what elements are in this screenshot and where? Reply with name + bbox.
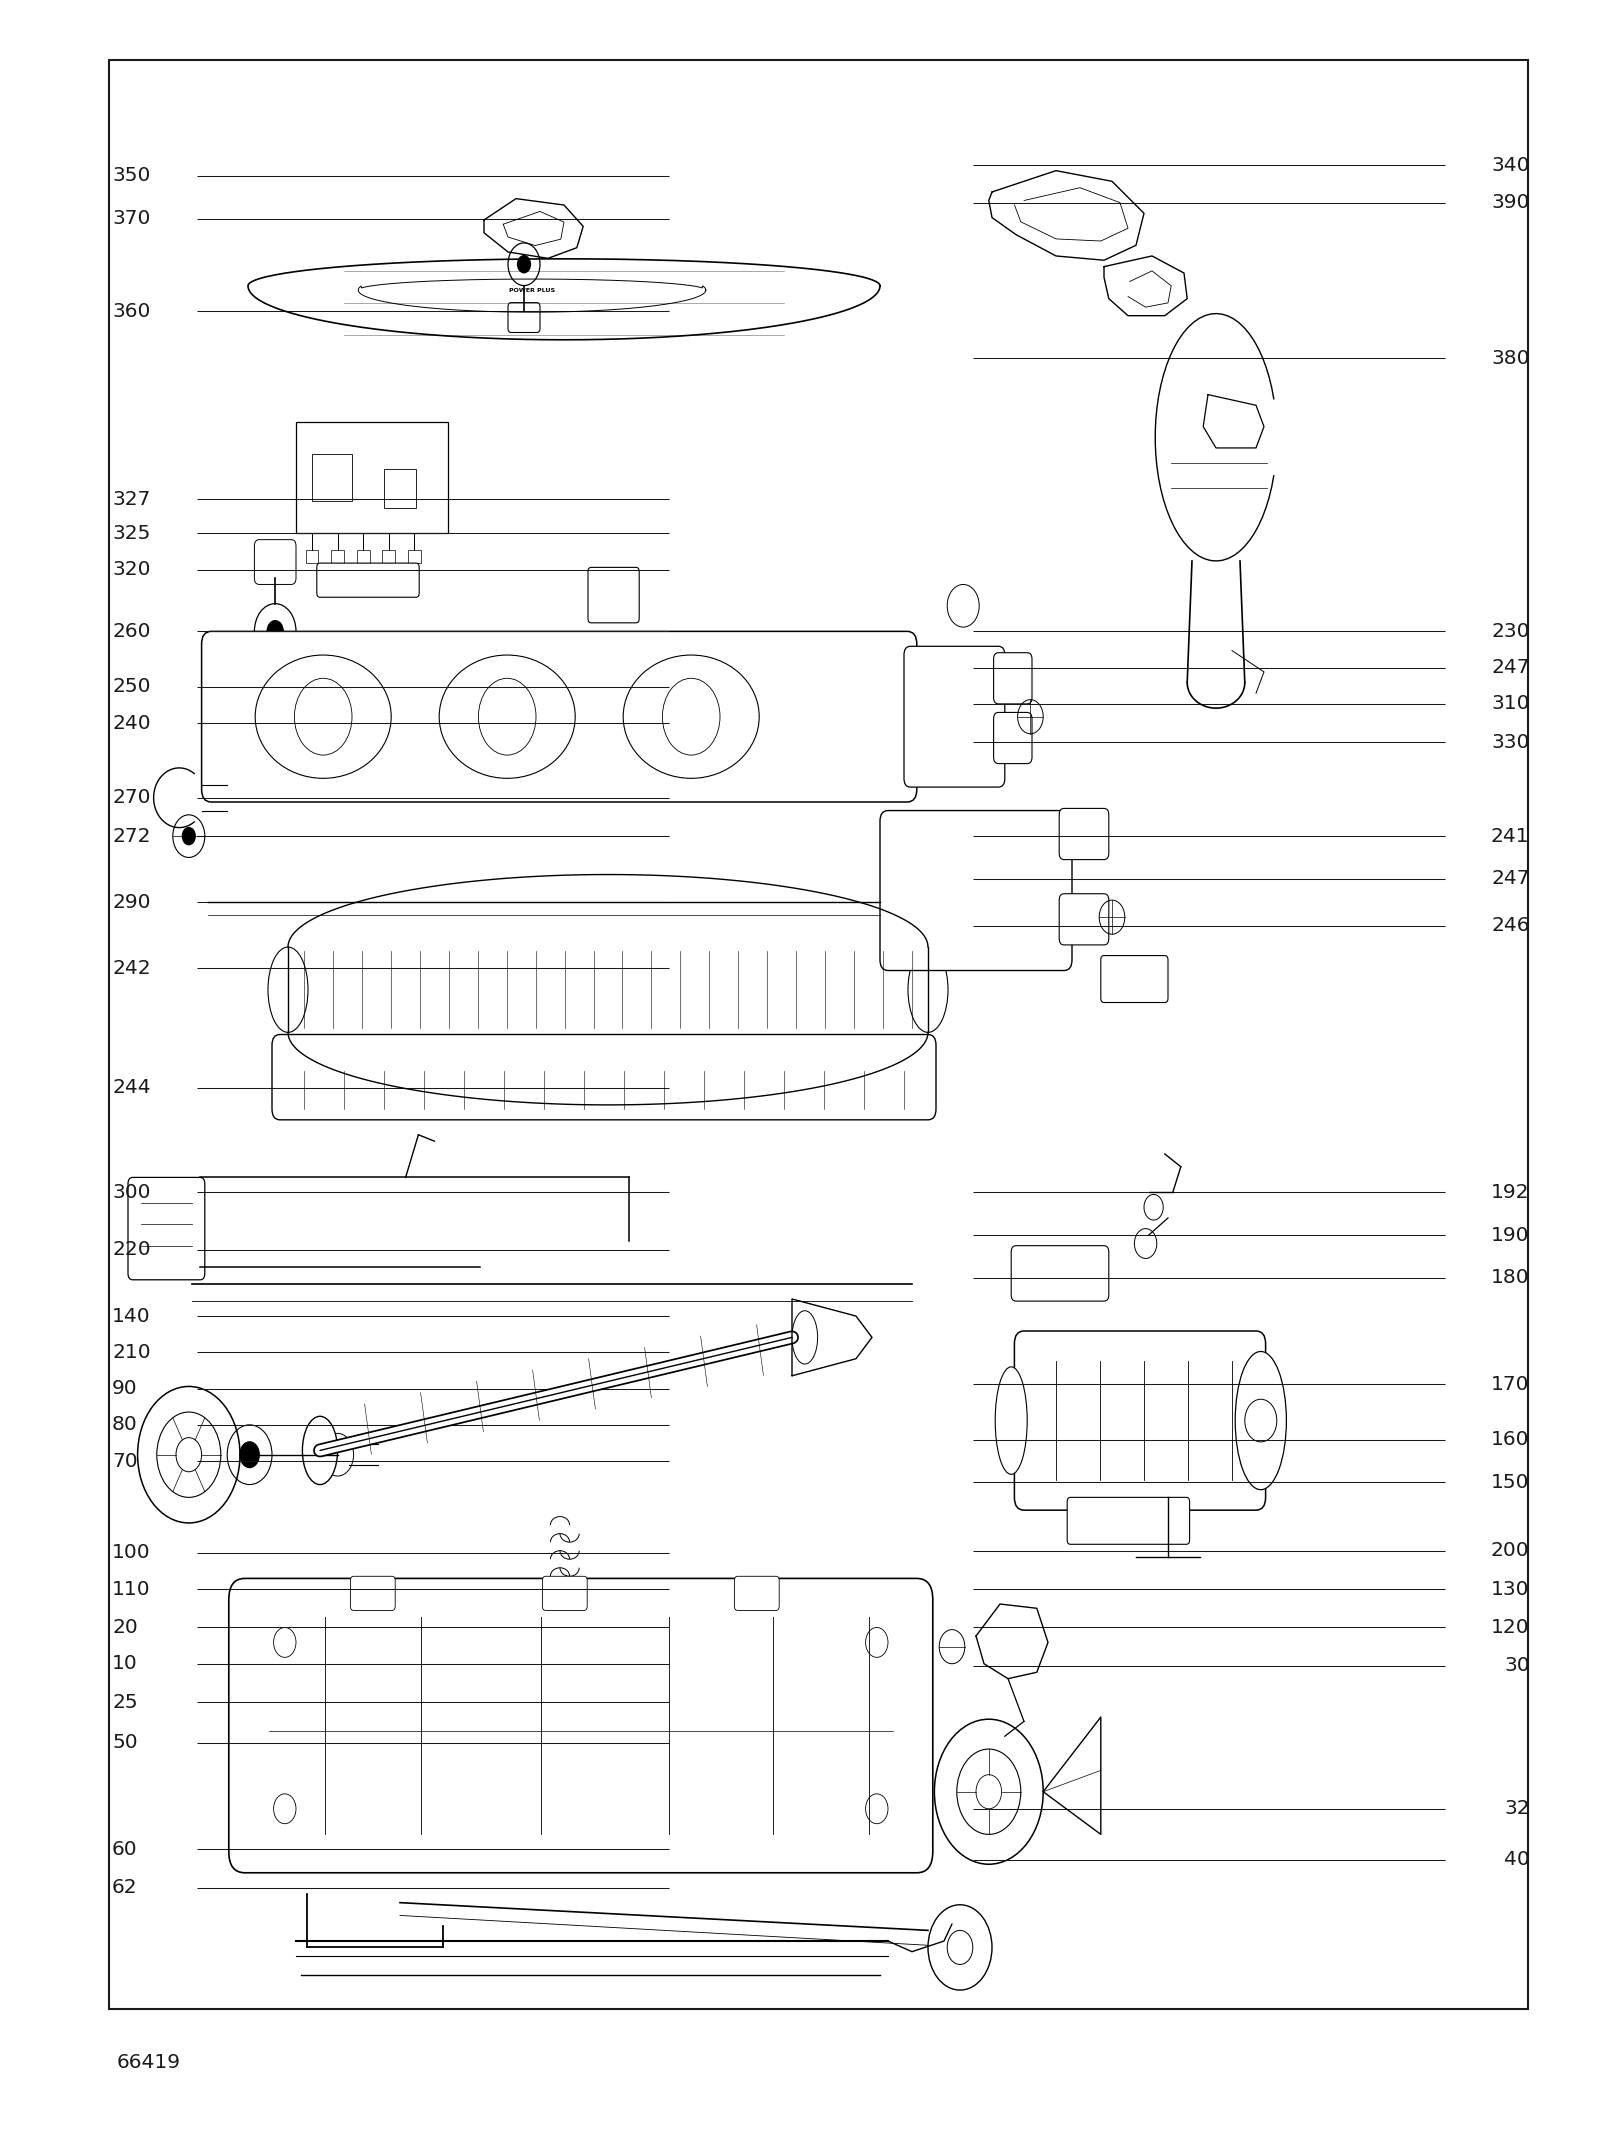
- Text: 260: 260: [112, 623, 150, 640]
- Text: 160: 160: [1491, 1431, 1530, 1448]
- Text: 30: 30: [1504, 1657, 1530, 1674]
- Text: 110: 110: [112, 1581, 150, 1598]
- Text: 241: 241: [1491, 828, 1530, 845]
- Text: 310: 310: [1491, 695, 1530, 712]
- Text: 70: 70: [112, 1453, 138, 1470]
- Text: 300: 300: [112, 1184, 150, 1201]
- FancyBboxPatch shape: [1067, 1497, 1190, 1544]
- Text: 230: 230: [1491, 623, 1530, 640]
- Text: 40: 40: [1504, 1851, 1530, 1869]
- Text: 250: 250: [112, 678, 150, 695]
- FancyBboxPatch shape: [589, 567, 640, 623]
- Bar: [357, 550, 370, 563]
- Text: 325: 325: [112, 525, 150, 542]
- FancyBboxPatch shape: [734, 1576, 779, 1610]
- Text: 360: 360: [112, 303, 150, 320]
- Text: 350: 350: [112, 166, 150, 186]
- Text: POWER PLUS: POWER PLUS: [509, 288, 555, 292]
- FancyBboxPatch shape: [880, 811, 1072, 971]
- Text: 272: 272: [112, 828, 150, 845]
- Text: 62: 62: [112, 1879, 138, 1896]
- Ellipse shape: [995, 1367, 1027, 1474]
- Text: 270: 270: [112, 789, 150, 806]
- FancyBboxPatch shape: [128, 1177, 205, 1280]
- Ellipse shape: [256, 655, 392, 779]
- Circle shape: [240, 1442, 259, 1468]
- Bar: [331, 550, 344, 563]
- Text: 25: 25: [112, 1694, 138, 1711]
- Bar: [312, 454, 352, 501]
- Text: 20: 20: [112, 1619, 138, 1636]
- Text: 80: 80: [112, 1416, 138, 1433]
- Text: 60: 60: [112, 1841, 138, 1858]
- Text: 370: 370: [112, 209, 150, 228]
- FancyBboxPatch shape: [509, 303, 541, 333]
- Bar: [382, 550, 395, 563]
- Text: 90: 90: [112, 1380, 138, 1397]
- Text: 66419: 66419: [117, 2054, 181, 2071]
- FancyBboxPatch shape: [994, 653, 1032, 704]
- FancyBboxPatch shape: [1011, 1246, 1109, 1301]
- Circle shape: [182, 828, 195, 845]
- Text: 140: 140: [112, 1308, 150, 1325]
- Bar: [296, 422, 448, 533]
- Text: 240: 240: [112, 715, 150, 732]
- FancyBboxPatch shape: [1014, 1331, 1266, 1510]
- Ellipse shape: [302, 1416, 338, 1485]
- FancyBboxPatch shape: [1059, 808, 1109, 860]
- FancyBboxPatch shape: [229, 1578, 933, 1873]
- FancyBboxPatch shape: [317, 563, 419, 597]
- Text: 330: 330: [1491, 734, 1530, 751]
- Text: 180: 180: [1491, 1269, 1530, 1286]
- Bar: [408, 550, 421, 563]
- Text: 220: 220: [112, 1241, 150, 1258]
- Text: 10: 10: [112, 1655, 138, 1672]
- Text: 247: 247: [1491, 659, 1530, 676]
- Text: 192: 192: [1491, 1184, 1530, 1201]
- Text: 246: 246: [1491, 917, 1530, 934]
- Text: 100: 100: [112, 1544, 150, 1561]
- FancyBboxPatch shape: [904, 646, 1005, 787]
- Text: 340: 340: [1491, 156, 1530, 175]
- Text: 290: 290: [112, 894, 150, 911]
- Text: 247: 247: [1491, 870, 1530, 887]
- FancyBboxPatch shape: [350, 1576, 395, 1610]
- Text: 130: 130: [1491, 1581, 1530, 1598]
- Bar: [306, 550, 318, 563]
- Text: 327: 327: [112, 491, 150, 508]
- Text: 210: 210: [112, 1344, 150, 1361]
- Circle shape: [267, 621, 283, 642]
- FancyBboxPatch shape: [1101, 956, 1168, 1003]
- FancyBboxPatch shape: [542, 1576, 587, 1610]
- Text: 200: 200: [1491, 1542, 1530, 1559]
- Ellipse shape: [792, 1310, 818, 1365]
- Ellipse shape: [909, 947, 949, 1032]
- Text: 120: 120: [1491, 1619, 1530, 1636]
- FancyBboxPatch shape: [1059, 894, 1109, 945]
- Text: 390: 390: [1491, 194, 1530, 211]
- Text: 244: 244: [112, 1079, 150, 1096]
- Circle shape: [518, 256, 531, 273]
- Text: 150: 150: [1491, 1474, 1530, 1491]
- Text: 190: 190: [1491, 1226, 1530, 1244]
- Ellipse shape: [438, 655, 576, 779]
- Bar: [384, 469, 416, 508]
- FancyBboxPatch shape: [202, 631, 917, 802]
- FancyBboxPatch shape: [254, 540, 296, 584]
- Ellipse shape: [624, 655, 760, 779]
- FancyBboxPatch shape: [994, 712, 1032, 764]
- Ellipse shape: [1235, 1352, 1286, 1489]
- Text: 32: 32: [1504, 1800, 1530, 1817]
- Text: 170: 170: [1491, 1376, 1530, 1393]
- Text: 50: 50: [112, 1734, 138, 1751]
- Text: 380: 380: [1491, 350, 1530, 367]
- Text: 320: 320: [112, 561, 150, 578]
- Bar: [109, 60, 1528, 2009]
- FancyBboxPatch shape: [272, 1035, 936, 1120]
- Ellipse shape: [269, 947, 307, 1032]
- Text: 242: 242: [112, 960, 150, 977]
